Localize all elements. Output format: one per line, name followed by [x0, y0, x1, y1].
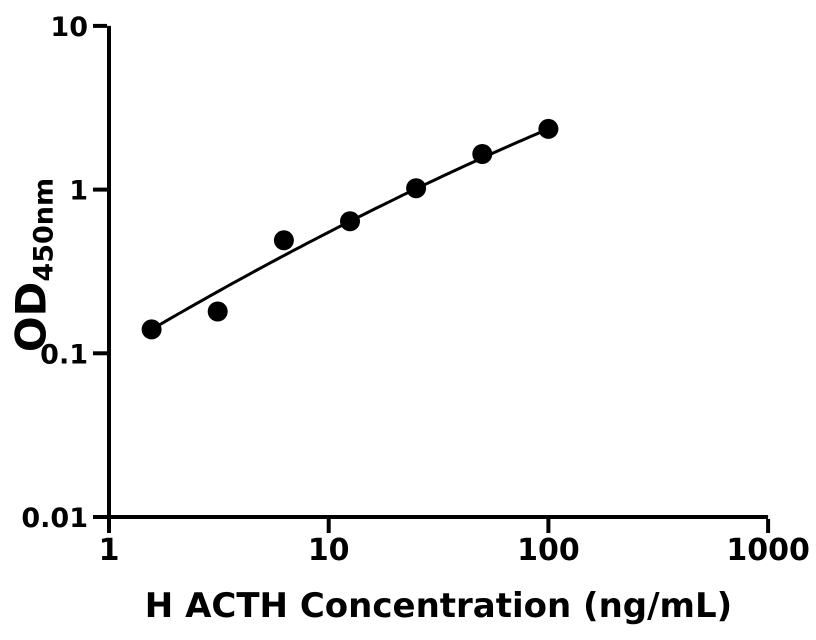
x-tick-label: 1	[99, 533, 120, 568]
x-tick-label: 10	[308, 533, 350, 568]
y-tick-label: 10	[50, 12, 88, 43]
y-tick-label: 0.01	[21, 503, 88, 534]
y-tick-label: 0.1	[40, 339, 88, 370]
data-point	[340, 211, 360, 232]
data-point	[273, 230, 294, 251]
data-point	[141, 319, 162, 340]
x-tick-label: 1000	[726, 533, 810, 568]
data-point	[207, 301, 228, 322]
y-tick-label: 1	[69, 176, 88, 207]
data-point	[472, 144, 493, 164]
data-point	[538, 118, 559, 139]
x-tick-label: 100	[517, 533, 580, 568]
data-point	[406, 178, 427, 199]
x-axis-title: H ACTH Concentration (ng/mL)	[144, 586, 733, 626]
